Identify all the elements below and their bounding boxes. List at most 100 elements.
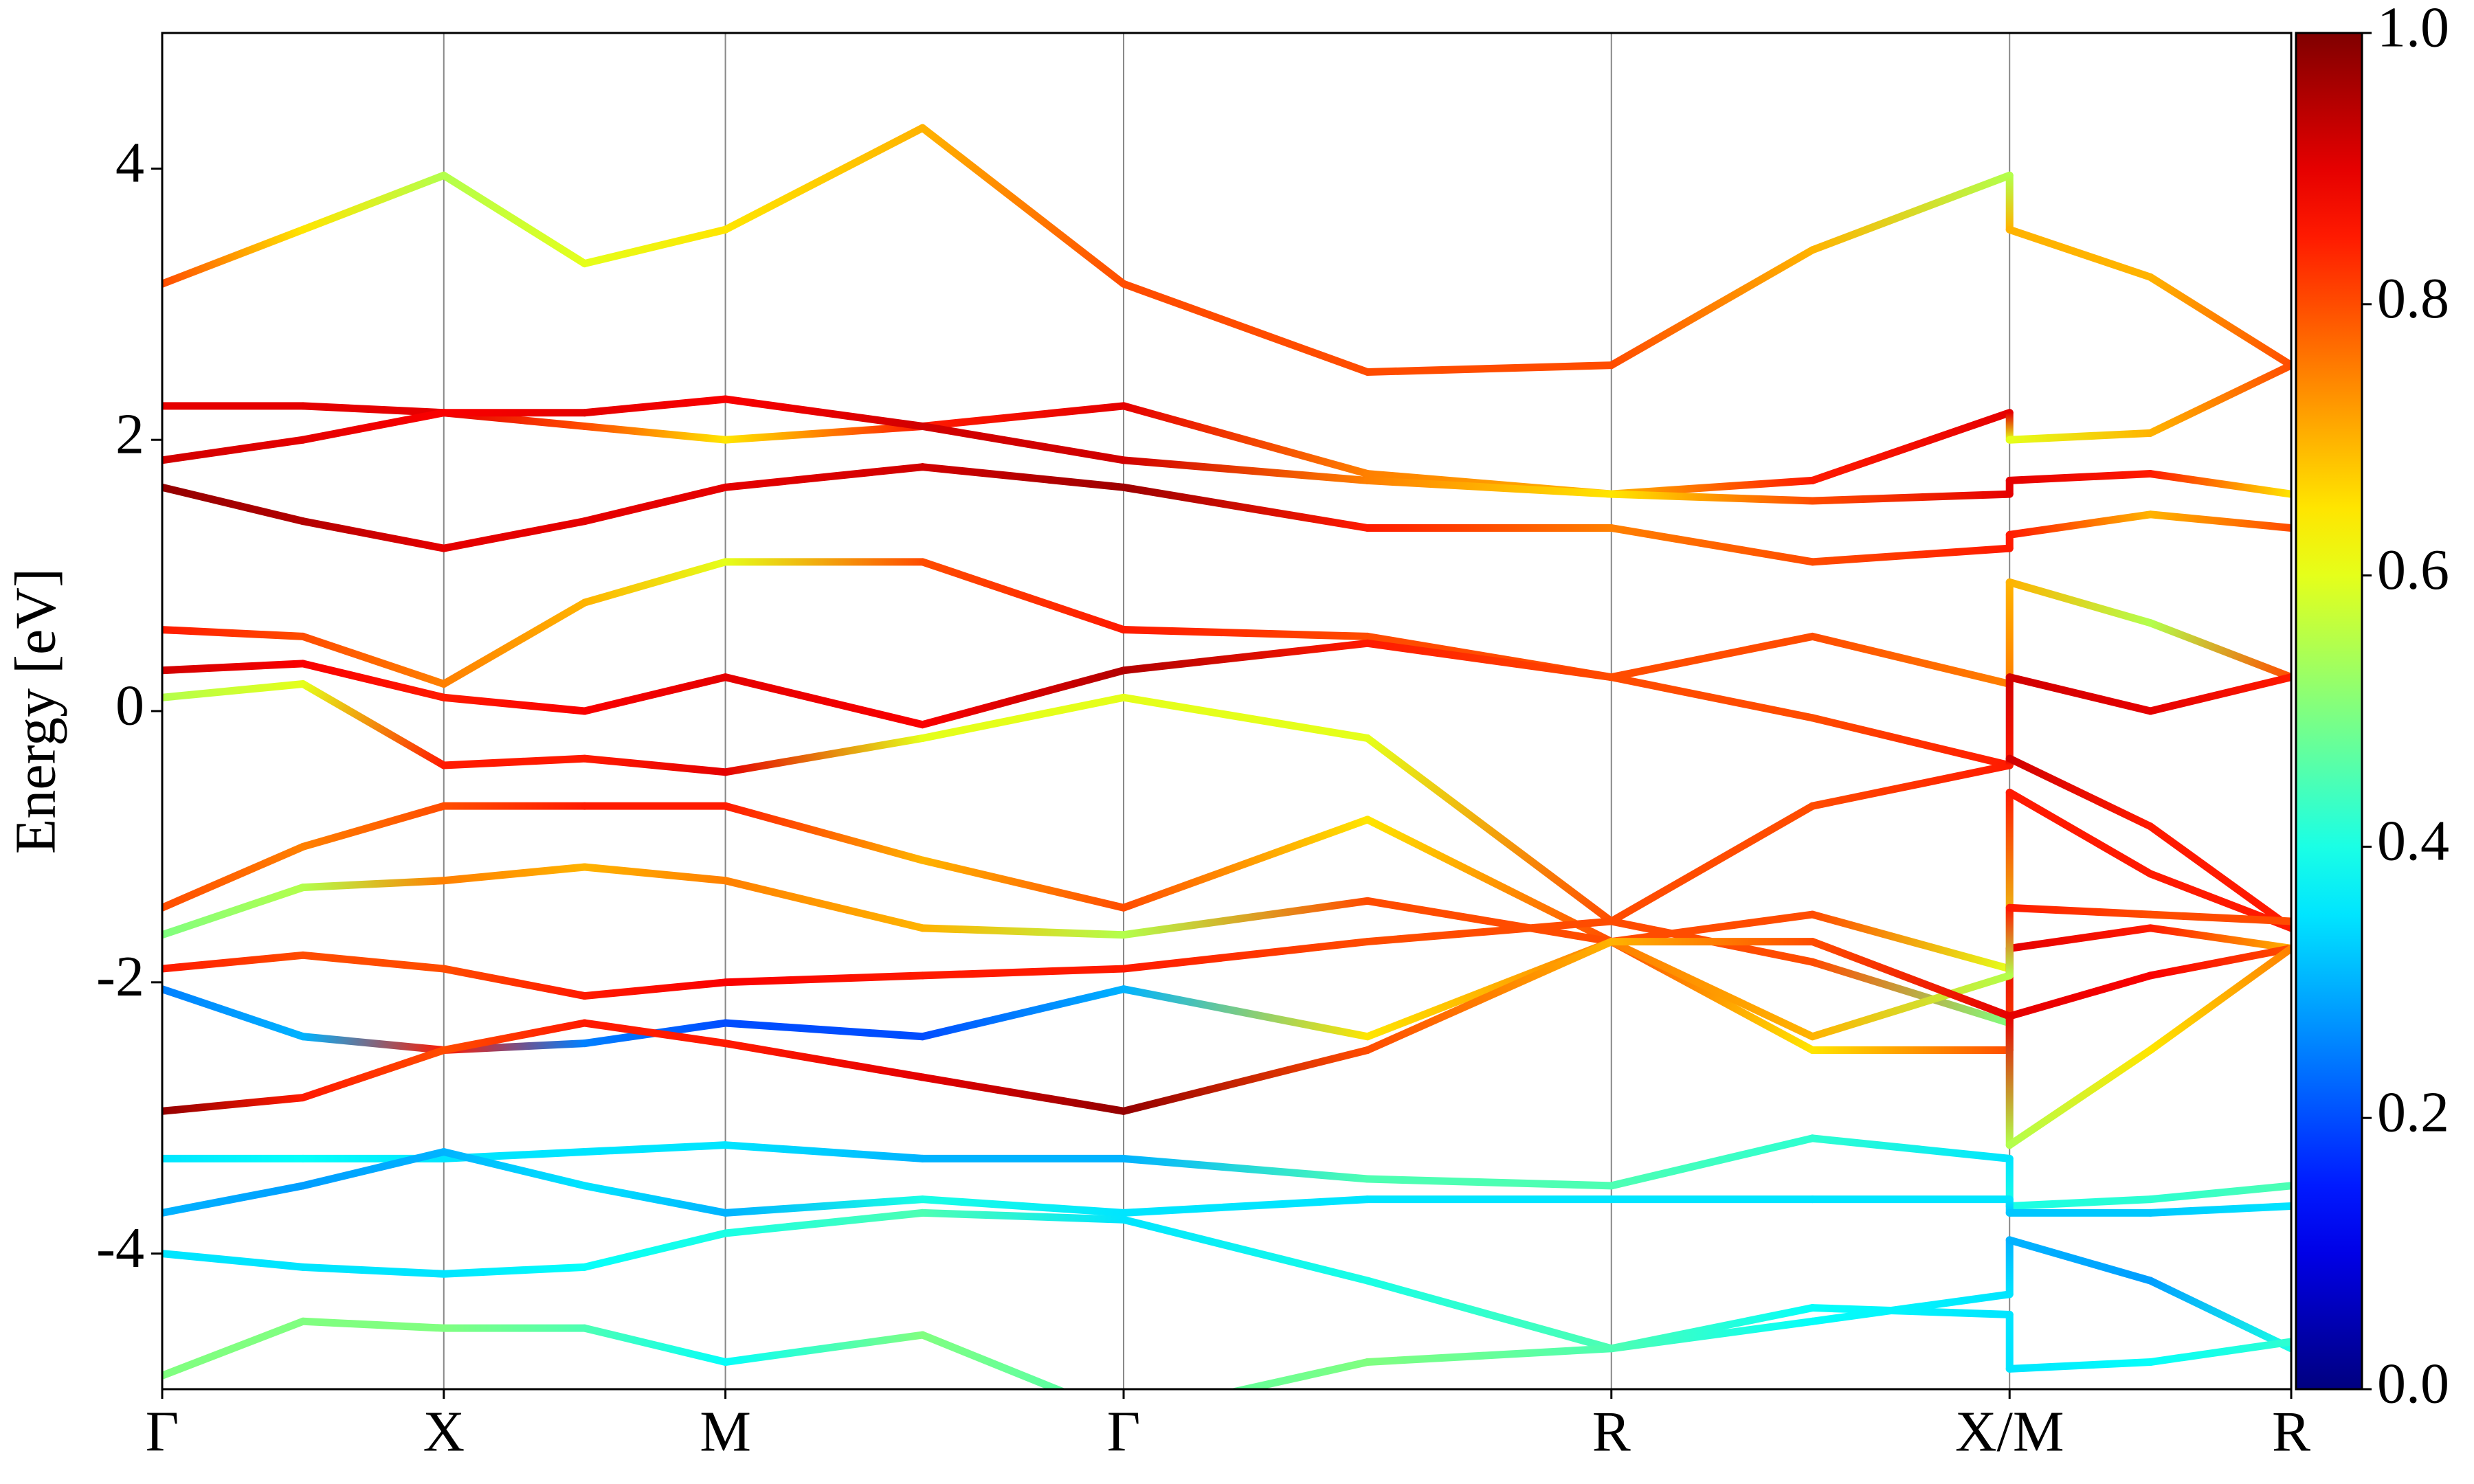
x-tick-label: R bbox=[2272, 1399, 2310, 1463]
y-tick-label: -2 bbox=[96, 945, 144, 1009]
band-segment bbox=[1808, 1134, 2014, 1162]
band-segment bbox=[1607, 910, 1816, 946]
x-tick-label: M bbox=[700, 1399, 751, 1463]
band-segment bbox=[299, 1033, 448, 1054]
band-segment bbox=[162, 483, 307, 526]
band-segment bbox=[2146, 619, 2291, 682]
band-segment bbox=[2146, 673, 2291, 715]
band-segment bbox=[918, 1331, 1067, 1389]
band-segment bbox=[2005, 754, 2154, 831]
band-segment bbox=[722, 1331, 926, 1367]
colorbar-tick-label: 0.2 bbox=[2377, 1080, 2449, 1144]
band-segment bbox=[162, 985, 307, 1041]
band-segment bbox=[2005, 510, 2154, 539]
band-segment bbox=[162, 680, 307, 701]
band-segment bbox=[2005, 673, 2154, 715]
band-segment bbox=[1808, 1304, 2014, 1318]
band-segment bbox=[581, 395, 730, 417]
band-segment bbox=[1808, 544, 2014, 566]
band-segment bbox=[918, 402, 1128, 430]
band-segment bbox=[722, 734, 926, 776]
band-segment bbox=[162, 626, 307, 640]
band-segment bbox=[1607, 673, 1816, 722]
band-segment bbox=[162, 1317, 307, 1380]
band-segment bbox=[1363, 897, 1616, 946]
band-segment bbox=[918, 666, 1128, 729]
band-segment bbox=[299, 660, 448, 701]
band-segment bbox=[722, 971, 926, 987]
y-tick-label: 2 bbox=[115, 402, 144, 466]
band-segment bbox=[162, 842, 307, 912]
band-segment bbox=[722, 1019, 926, 1041]
band-segment bbox=[1119, 1195, 1372, 1217]
y-axis-label: Energy [eV] bbox=[3, 568, 67, 854]
band-segment bbox=[1363, 1277, 1616, 1353]
band-segment bbox=[1607, 802, 1816, 925]
band-segment bbox=[722, 1208, 926, 1237]
band-segment bbox=[299, 1317, 448, 1332]
band-segment bbox=[162, 1250, 307, 1271]
band-segment bbox=[918, 422, 1128, 464]
band-segment bbox=[440, 693, 589, 715]
band-segment bbox=[918, 1195, 1128, 1217]
colorbar-tick-label: 1.0 bbox=[2377, 0, 2449, 59]
band-segment bbox=[1607, 632, 1816, 682]
band-segment bbox=[299, 409, 448, 444]
band-segment bbox=[581, 225, 730, 268]
band-segment bbox=[1808, 409, 2014, 484]
band-segment bbox=[440, 754, 589, 769]
band-segment bbox=[1607, 524, 1816, 566]
band-segment bbox=[1607, 1304, 1816, 1353]
band-segment bbox=[299, 1046, 448, 1102]
band-segment bbox=[1808, 490, 2014, 505]
band-segment bbox=[581, 863, 730, 885]
x-tick-label: R bbox=[1592, 1399, 1631, 1463]
band-segment bbox=[2005, 1236, 2154, 1285]
x-tick-label: Γ bbox=[146, 1399, 179, 1463]
band-segment bbox=[581, 1141, 730, 1156]
band-segment bbox=[722, 673, 926, 729]
band-segment bbox=[440, 965, 589, 1000]
band-segment bbox=[2005, 470, 2154, 484]
band-segment bbox=[1808, 714, 2014, 769]
colorbar-tick-label: 0.0 bbox=[2377, 1351, 2449, 1415]
band-segment bbox=[581, 1324, 730, 1367]
band-segment bbox=[1607, 246, 1816, 370]
band-segment bbox=[918, 965, 1128, 980]
band-segment bbox=[2146, 470, 2291, 498]
band-segment bbox=[918, 693, 1128, 742]
band-segment bbox=[440, 1019, 589, 1054]
band-segment bbox=[2005, 578, 2154, 627]
band-segment bbox=[1808, 761, 2014, 810]
band-segment bbox=[2146, 1277, 2291, 1353]
band-segment bbox=[722, 422, 926, 444]
band-segment bbox=[162, 1182, 307, 1217]
band-segment bbox=[722, 463, 926, 491]
band-segment bbox=[918, 924, 1128, 939]
band-segment bbox=[1363, 1175, 1616, 1190]
band-segment bbox=[440, 1263, 589, 1278]
band-segment bbox=[162, 884, 307, 939]
band-segment bbox=[2146, 944, 2291, 1054]
band-segment bbox=[1228, 1358, 1372, 1389]
x-tick-label: X bbox=[423, 1399, 465, 1463]
band-segment bbox=[2146, 1182, 2291, 1204]
band-segment bbox=[440, 1148, 589, 1190]
band-segment bbox=[1119, 816, 1372, 912]
band-segment bbox=[581, 1182, 730, 1217]
band-segment bbox=[299, 1263, 448, 1278]
band-segment bbox=[440, 598, 589, 688]
band-segment bbox=[722, 124, 926, 234]
band-segment bbox=[2146, 910, 2291, 925]
band-segment bbox=[1119, 280, 1372, 376]
band-segment bbox=[1119, 456, 1372, 484]
band-segment bbox=[1363, 1345, 1616, 1367]
plot-frame bbox=[161, 32, 2293, 1391]
band-segment bbox=[1808, 938, 2014, 1020]
band-segment bbox=[299, 402, 448, 417]
band-segment bbox=[2146, 1202, 2291, 1217]
band-segment bbox=[1363, 734, 1616, 925]
band-segment bbox=[2005, 971, 2154, 1020]
band-segment bbox=[162, 225, 307, 288]
band-segment bbox=[440, 171, 589, 268]
